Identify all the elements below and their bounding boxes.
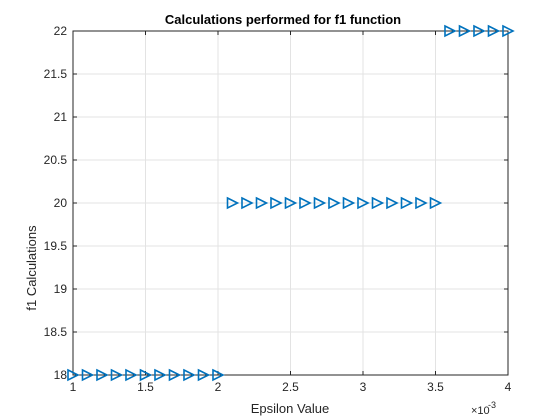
x-tick-label: 1.5 [137, 380, 154, 394]
y-tick-label: 19 [54, 282, 68, 296]
data-point-marker [81, 368, 95, 382]
x-tick-label: 2.5 [282, 380, 299, 394]
data-point-marker [473, 24, 486, 38]
y-tick-label: 21 [54, 110, 68, 124]
chart-title: Calculations performed for f1 function [165, 12, 401, 27]
data-point-marker [386, 196, 399, 210]
data-point-marker [444, 24, 457, 38]
data-point-marker [502, 24, 515, 38]
data-point-marker [139, 368, 153, 382]
data-point-marker [342, 196, 356, 210]
data-point-marker [371, 196, 385, 210]
data-point-marker [226, 196, 240, 210]
data-point-marker [241, 196, 254, 210]
data-point-marker [110, 368, 124, 382]
y-tick-label: 18 [54, 368, 68, 382]
y-tick-label: 20.5 [44, 153, 68, 167]
y-tick-labels: 18 18.5 19 19.5 20 20.5 21 21.5 22 [44, 24, 68, 382]
data-point-marker [212, 368, 225, 382]
x-axis-label: Epsilon Value [251, 401, 330, 416]
data-point-marker [328, 196, 341, 210]
data-point-marker [125, 368, 138, 382]
data-point-marker [183, 368, 196, 382]
x-tick-label: 3.5 [427, 380, 444, 394]
x-axis-exponent: ×10 -3 [471, 400, 496, 417]
x-axis-exponent-base: ×10 [471, 405, 490, 417]
data-point-marker [400, 196, 414, 210]
data-point-marker [168, 368, 182, 382]
y-tick-label: 19.5 [44, 239, 68, 253]
data-point-marker [197, 368, 211, 382]
data-point-marker [299, 196, 312, 210]
data-point-marker [284, 196, 298, 210]
x-tick-label: 3 [360, 380, 367, 394]
y-tick-label: 21.5 [44, 67, 68, 81]
data-point-marker [96, 368, 109, 382]
data-point-marker [255, 196, 269, 210]
y-tick-label: 20 [54, 196, 68, 210]
data-point-marker [270, 196, 283, 210]
y-tick-label: 22 [54, 24, 68, 38]
data-point-marker [357, 196, 370, 210]
data-point-marker [154, 368, 167, 382]
data-point-marker [67, 368, 80, 382]
x-tick-label: 1 [70, 380, 77, 394]
data-point-marker [458, 24, 472, 38]
data-point-marker [487, 24, 501, 38]
x-tick-labels: 1 1.5 2 2.5 3 3.5 4 [70, 380, 512, 394]
x-tick-label: 2 [215, 380, 222, 394]
y-axis-label: f1 Calculations [24, 225, 39, 311]
x-tick-label: 4 [505, 380, 512, 394]
data-point-marker [415, 196, 428, 210]
data-series [67, 24, 515, 382]
axis-ticks [72, 30, 509, 376]
data-point-marker [313, 196, 327, 210]
x-axis-exponent-power: -3 [488, 400, 496, 410]
data-point-marker [429, 196, 443, 210]
y-tick-label: 18.5 [44, 325, 68, 339]
